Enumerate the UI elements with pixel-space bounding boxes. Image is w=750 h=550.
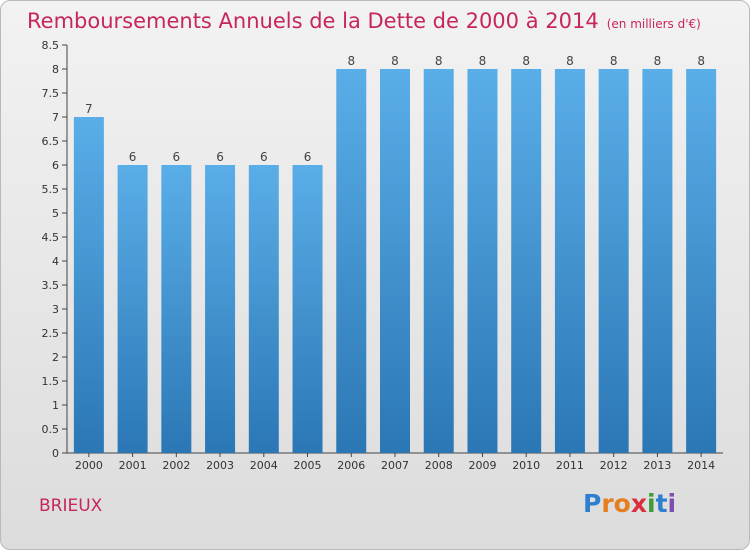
x-tick-label-2005: 2005: [294, 459, 322, 472]
y-axis: 0 0.5 1 1.5 2 2.5 3 3.5 4 4.5 5 5.5 6 6.5 7 7.5 8 8.5: [42, 39, 68, 460]
x-tick-label-2014: 2014: [687, 459, 715, 472]
y-tick-label: 1: [52, 399, 59, 412]
y-tick-label: 4: [52, 255, 59, 268]
bar-2002: [161, 165, 192, 453]
x-tick-label-2012: 2012: [600, 459, 628, 472]
logo-letter: o: [613, 489, 631, 518]
data-label-2002: 6: [173, 150, 181, 164]
bar-2008: [423, 69, 454, 453]
data-label-2009: 8: [479, 54, 487, 68]
data-label-2003: 6: [216, 150, 224, 164]
chart-subtitle: (en milliers d'€): [606, 17, 701, 31]
bar-2006: [336, 69, 367, 453]
data-label-2014: 8: [697, 54, 705, 68]
bar-2004: [248, 165, 279, 453]
x-tick-label-2009: 2009: [468, 459, 496, 472]
y-tick-label: 8.5: [42, 39, 60, 52]
x-tick-label-2013: 2013: [643, 459, 671, 472]
y-tick-label: 5: [52, 207, 59, 220]
logo-letter: r: [601, 489, 614, 518]
bars: 7 6 6 6 6 6 8 8 8 8 8 8 8 8 8: [73, 54, 717, 453]
y-tick-label: 0.5: [42, 423, 60, 436]
y-tick-label: 6: [52, 159, 59, 172]
x-tick-label-2004: 2004: [250, 459, 278, 472]
data-label-2011: 8: [566, 54, 574, 68]
bar-2009: [467, 69, 498, 453]
chart-title: Remboursements Annuels de la Dette de 20…: [27, 9, 701, 33]
x-tick-label-2001: 2001: [119, 459, 147, 472]
y-tick-label: 2.5: [42, 327, 60, 340]
proxiti-logo: Proxiti: [583, 489, 676, 518]
data-label-2013: 8: [654, 54, 662, 68]
logo-letter: x: [630, 489, 647, 518]
data-label-2012: 8: [610, 54, 618, 68]
data-label-2004: 6: [260, 150, 268, 164]
y-tick-label: 5.5: [42, 183, 60, 196]
x-tick-label-2010: 2010: [512, 459, 540, 472]
data-label-2006: 8: [347, 54, 355, 68]
bar-2012: [598, 69, 629, 453]
data-label-2007: 8: [391, 54, 399, 68]
chart-title-text: Remboursements Annuels de la Dette de 20…: [27, 9, 599, 33]
commune-name: BRIEUX: [39, 496, 103, 516]
x-tick-label-2002: 2002: [162, 459, 190, 472]
x-tick-label-2000: 2000: [75, 459, 103, 472]
data-label-2000: 7: [85, 102, 93, 116]
y-tick-label: 3: [52, 303, 59, 316]
bar-2007: [380, 69, 410, 453]
x-tick-label-2011: 2011: [556, 459, 584, 472]
y-tick-label: 2: [52, 351, 59, 364]
bar-2014: [686, 69, 717, 453]
y-tick-label: 6.5: [42, 135, 60, 148]
x-tick-label-2008: 2008: [425, 459, 453, 472]
bar-2003: [205, 165, 236, 453]
x-tick-label-2007: 2007: [381, 459, 409, 472]
y-tick-label: 4.5: [42, 231, 60, 244]
y-tick-label: 8: [52, 63, 59, 76]
x-tick-label-2006: 2006: [337, 459, 365, 472]
y-tick-label: 0: [52, 447, 59, 460]
y-tick-label: 7: [52, 111, 59, 124]
logo-letter: i: [667, 489, 677, 518]
bar-2000: [73, 117, 104, 453]
bar-2001: [117, 165, 148, 453]
y-tick-label: 3.5: [42, 279, 60, 292]
logo-letter: P: [583, 489, 602, 518]
y-tick-label: 1.5: [42, 375, 60, 388]
data-label-2008: 8: [435, 54, 443, 68]
x-axis: 2000 2001 2002 2003 2004 2005 2006 2007 2008 2009…: [67, 452, 723, 472]
bar-2011: [554, 69, 585, 453]
bar-2005: [292, 165, 323, 453]
logo-letter: i: [647, 489, 656, 518]
logo-letter: t: [655, 489, 668, 518]
y-tick-label: 7.5: [42, 87, 60, 100]
data-label-2005: 6: [304, 150, 312, 164]
data-label-2010: 8: [522, 54, 530, 68]
bar-2010: [511, 69, 542, 453]
bar-2013: [642, 69, 673, 453]
data-label-2001: 6: [129, 150, 137, 164]
x-tick-label-2003: 2003: [206, 459, 234, 472]
